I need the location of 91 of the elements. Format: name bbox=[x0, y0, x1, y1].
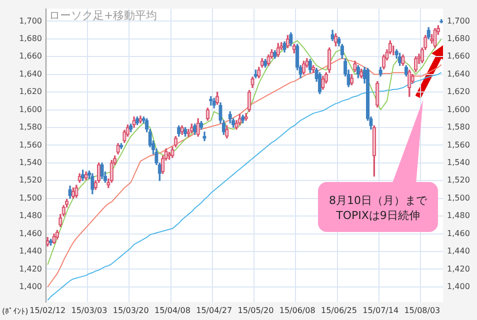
candlestick bbox=[196, 118, 200, 137]
candlestick bbox=[257, 66, 261, 78]
x-tick-label: 15/04/27 bbox=[196, 306, 232, 315]
y-tick-label: 1,660 bbox=[19, 52, 42, 61]
candlestick bbox=[193, 124, 197, 135]
candlestick bbox=[408, 70, 412, 97]
x-tick-label: 15/02/12 bbox=[30, 306, 66, 315]
chart-title: ローソク足+移動平均 bbox=[49, 9, 158, 22]
x-tick-label: 15/03/20 bbox=[112, 306, 149, 315]
candlestick bbox=[350, 74, 354, 86]
y2-tick-label: 1,400 bbox=[447, 282, 470, 292]
candlestick bbox=[378, 66, 382, 76]
y2-tick-label: 1,540 bbox=[447, 158, 470, 168]
y2-tick-label: 1,640 bbox=[447, 69, 470, 78]
candlestick bbox=[90, 173, 94, 194]
candlestick bbox=[433, 28, 437, 48]
candlestick bbox=[80, 170, 85, 181]
y2-tick-label: 1,500 bbox=[447, 193, 470, 202]
y2-tick-label: 1,600 bbox=[447, 104, 470, 114]
candlestick bbox=[199, 120, 204, 130]
candlestick bbox=[71, 187, 76, 199]
candlestick bbox=[100, 162, 104, 180]
candlestick bbox=[132, 116, 136, 128]
y-tick-label: 1,520 bbox=[19, 176, 42, 185]
y-tick-label: 1,700 bbox=[19, 16, 42, 26]
candlestick bbox=[353, 60, 357, 72]
x-tick-label: 15/06/25 bbox=[320, 306, 357, 315]
y2-tick-label: 1,680 bbox=[447, 34, 470, 43]
candlestick bbox=[401, 54, 405, 66]
candlestick bbox=[410, 74, 414, 84]
candlestick bbox=[414, 56, 418, 72]
x-tick-label: 15/03/03 bbox=[71, 306, 108, 315]
candlestick bbox=[247, 90, 252, 112]
x-tick-label: 15/08/03 bbox=[404, 306, 440, 315]
candlestick bbox=[334, 33, 338, 46]
candlestick bbox=[312, 65, 316, 73]
candlestick bbox=[202, 132, 206, 142]
candlestick bbox=[68, 186, 72, 199]
x-tick-label: 15/07/14 bbox=[362, 306, 399, 315]
y-tick-label: 1,400 bbox=[19, 282, 42, 292]
y-tick-label: 1,460 bbox=[19, 228, 42, 238]
candlestick bbox=[190, 124, 194, 134]
y-tick-label: 1,540 bbox=[19, 158, 42, 168]
annotation: 8月10日（月）まで TOPIXは9日続伸 bbox=[318, 184, 438, 232]
y2-tick-label: 1,520 bbox=[447, 176, 470, 185]
y2-tick-label: 1,480 bbox=[447, 211, 470, 220]
candlestick bbox=[318, 72, 322, 94]
y2-tick-label: 1,620 bbox=[447, 87, 470, 96]
candlestick bbox=[215, 92, 220, 105]
candlestick bbox=[426, 27, 430, 40]
y2-tick-label: 1,420 bbox=[447, 264, 470, 274]
x-tick-label: 15/05/20 bbox=[238, 306, 274, 315]
y2-tick-label: 1,440 bbox=[447, 246, 470, 256]
y-tick-label: 1,640 bbox=[19, 69, 42, 78]
y2-tick-label: 1,580 bbox=[447, 122, 470, 132]
y2-tick-label: 1,660 bbox=[447, 52, 470, 61]
candlestick bbox=[206, 108, 210, 121]
candlestick bbox=[321, 76, 325, 90]
candlestick bbox=[116, 143, 120, 154]
candlestick bbox=[286, 35, 290, 48]
candlestick bbox=[84, 171, 88, 180]
candlestick bbox=[263, 58, 268, 68]
candlestick bbox=[308, 58, 312, 73]
y-tick-label: 1,620 bbox=[19, 87, 42, 96]
y-tick-label: 1,560 bbox=[19, 140, 42, 150]
candlestick bbox=[372, 125, 376, 177]
candlestick bbox=[52, 233, 56, 244]
candlestick bbox=[260, 58, 264, 68]
candlestick bbox=[180, 125, 184, 135]
y2-tick-label: 1,560 bbox=[447, 140, 470, 150]
y2-tick-label: 1,460 bbox=[447, 228, 470, 238]
y-tick-label: 1,580 bbox=[19, 122, 42, 132]
y-tick-label: 1,600 bbox=[19, 104, 42, 114]
candlestick bbox=[209, 96, 213, 106]
candlestick bbox=[302, 60, 306, 75]
candlestick bbox=[330, 30, 334, 42]
y-tick-label: 1,680 bbox=[19, 34, 42, 43]
candlestick bbox=[292, 44, 296, 54]
y-axis-title: (ﾎﾟｲﾝﾄ) bbox=[2, 307, 28, 316]
x-tick-label: 15/04/08 bbox=[154, 306, 190, 315]
candlestick bbox=[282, 41, 286, 53]
y-tick-label: 1,480 bbox=[19, 211, 42, 220]
candlestick bbox=[250, 76, 254, 88]
candlestick bbox=[46, 237, 50, 247]
y-tick-label: 1,420 bbox=[19, 264, 42, 274]
y2-tick-label: 1,700 bbox=[447, 16, 470, 26]
y-tick-label: 1,500 bbox=[19, 193, 42, 202]
candlestick bbox=[289, 32, 293, 46]
x-tick-label: 15/06/08 bbox=[279, 306, 316, 315]
candlestick bbox=[177, 125, 181, 137]
y-tick-label: 1,440 bbox=[19, 246, 42, 256]
